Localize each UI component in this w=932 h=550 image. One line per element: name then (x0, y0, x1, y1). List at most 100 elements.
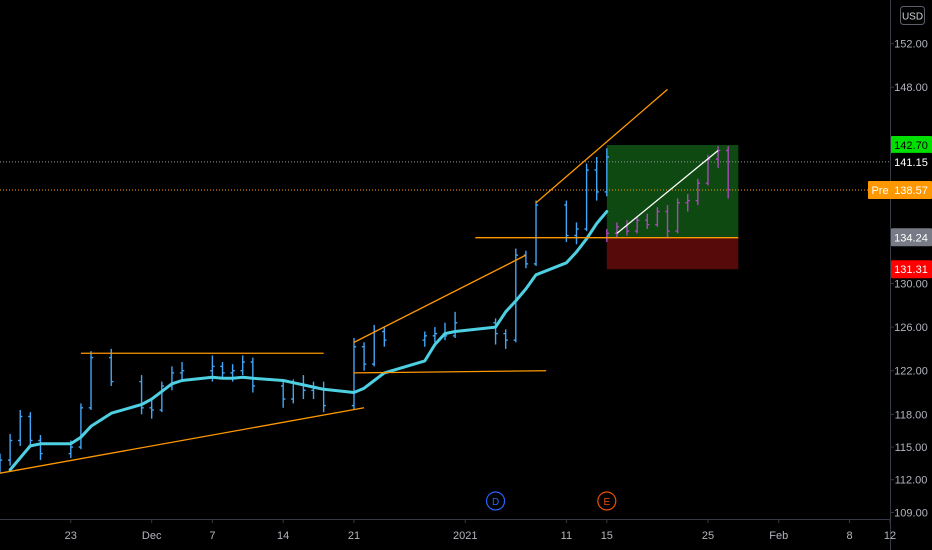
time-tick-label: 2021 (453, 530, 477, 542)
projection-candle-9 (695, 178, 701, 205)
price-tag-4: 131.31 (891, 260, 932, 279)
projection-candle-1 (614, 222, 620, 238)
price-tag-bg (891, 228, 932, 247)
candle-39 (584, 163, 589, 232)
price-tick-label: 130.00 (894, 278, 928, 290)
time-tick-label: 7 (209, 530, 215, 542)
candle-29 (432, 327, 438, 343)
price-tick-label: 115.00 (895, 442, 928, 454)
time-tick-label: 8 (846, 530, 852, 542)
price-tag-2: Pre 138.57 (868, 181, 932, 200)
candle-7 (88, 351, 94, 410)
time-tick-label: 11 (561, 530, 572, 542)
event-marker-label: E (603, 497, 610, 508)
candle-3 (28, 412, 33, 448)
event-marker-circle (597, 491, 617, 511)
time-tick-label: Feb (769, 530, 788, 542)
time-tick-label: 14 (277, 530, 289, 542)
event-marker-d[interactable]: D (485, 491, 506, 511)
price-axis[interactable]: 152.00 148.00 130.00 126.00 122.00 118.00 115.… (890, 39, 928, 520)
price-tick-label: 148.00 (894, 82, 928, 94)
moving-average-line (8, 210, 609, 472)
projection-candle-7 (675, 198, 680, 234)
loss-zone[interactable] (606, 237, 739, 270)
candle-27 (382, 327, 387, 347)
time-tick-label: 12 (884, 530, 896, 542)
price-tick-label: 109.00 (894, 507, 928, 519)
price-tick-label: 118.00 (895, 409, 928, 421)
time-tick-label: 25 (702, 530, 714, 542)
moving-average (8, 210, 609, 472)
candle-19 (280, 379, 286, 408)
candle-41 (604, 148, 610, 197)
trend-lines[interactable] (0, 88, 739, 474)
trend-line-3[interactable] (353, 370, 547, 374)
currency-label: USD (902, 12, 923, 23)
projection-candle-5 (655, 207, 660, 227)
price-tag-bg (891, 152, 932, 171)
price-tag-label: Pre (871, 185, 888, 197)
candle-38 (574, 222, 579, 245)
candle-0 (0, 453, 3, 474)
price-tag-value: 141.15 (894, 157, 928, 169)
projection-candle-8 (685, 194, 690, 212)
candle-36 (533, 200, 539, 267)
time-tick-label: 21 (348, 530, 360, 542)
trend-line-6[interactable] (616, 149, 719, 234)
candle-4 (38, 435, 43, 461)
candle-2 (18, 409, 23, 446)
price-tag-bg (891, 260, 932, 279)
currency-button-frame (900, 6, 925, 25)
candle-33 (503, 329, 508, 349)
price-tag-bg (891, 136, 932, 155)
trend-line-2[interactable] (353, 254, 527, 343)
candle-9 (139, 375, 144, 415)
candle-37 (564, 200, 569, 243)
reference-lines (0, 161, 890, 191)
time-tick-label: 15 (601, 530, 613, 542)
candle-17 (240, 355, 245, 376)
candle-18 (250, 357, 256, 393)
price-tag-value: 138.57 (894, 185, 928, 197)
position-tool[interactable] (606, 145, 739, 270)
candle-10 (149, 399, 154, 419)
projection-candle-3 (634, 215, 640, 234)
projection-candles (604, 146, 731, 243)
projection-candle-12 (725, 146, 731, 199)
projection-candle-11 (715, 146, 721, 168)
price-tag-bg (868, 181, 932, 200)
profit-zone[interactable] (606, 145, 739, 238)
price-tick-label: 112.00 (895, 475, 928, 487)
event-marker-circle (485, 491, 506, 511)
price-tag-value: 134.24 (894, 232, 928, 244)
candle-8 (109, 348, 114, 386)
candle-40 (594, 157, 599, 201)
event-marker-e[interactable]: E (597, 491, 617, 511)
price-tag-value: 142.70 (894, 140, 928, 152)
time-tick-label: Dec (142, 530, 162, 542)
trend-line-0[interactable] (0, 407, 365, 474)
candle-34 (513, 248, 518, 343)
candle-13 (179, 361, 185, 380)
currency-button[interactable]: USD (900, 6, 925, 25)
price-tick-label: 152.00 (894, 39, 928, 51)
candle-24 (351, 338, 357, 410)
price-tags: 142.70 141.15 Pre 138.57 134.24 131.31 (868, 136, 932, 279)
price-tag-3: 134.24 (891, 228, 932, 247)
candle-25 (361, 342, 367, 371)
price-tag-0: 142.70 (891, 136, 932, 155)
time-axis[interactable]: 23 Dec 7 14 21 2021 11 15 25 Feb 8 12 (65, 519, 896, 542)
candle-32 (493, 318, 498, 345)
trend-line-4[interactable] (535, 88, 668, 204)
price-tick-label: 122.00 (894, 366, 928, 378)
candle-28 (422, 331, 427, 347)
projection-candle-6 (665, 204, 670, 238)
candle-6 (78, 403, 84, 450)
projection-candle-4 (645, 213, 650, 229)
candle-11 (159, 381, 165, 413)
candle-1 (7, 433, 13, 466)
price-tag-value: 131.31 (894, 264, 928, 276)
